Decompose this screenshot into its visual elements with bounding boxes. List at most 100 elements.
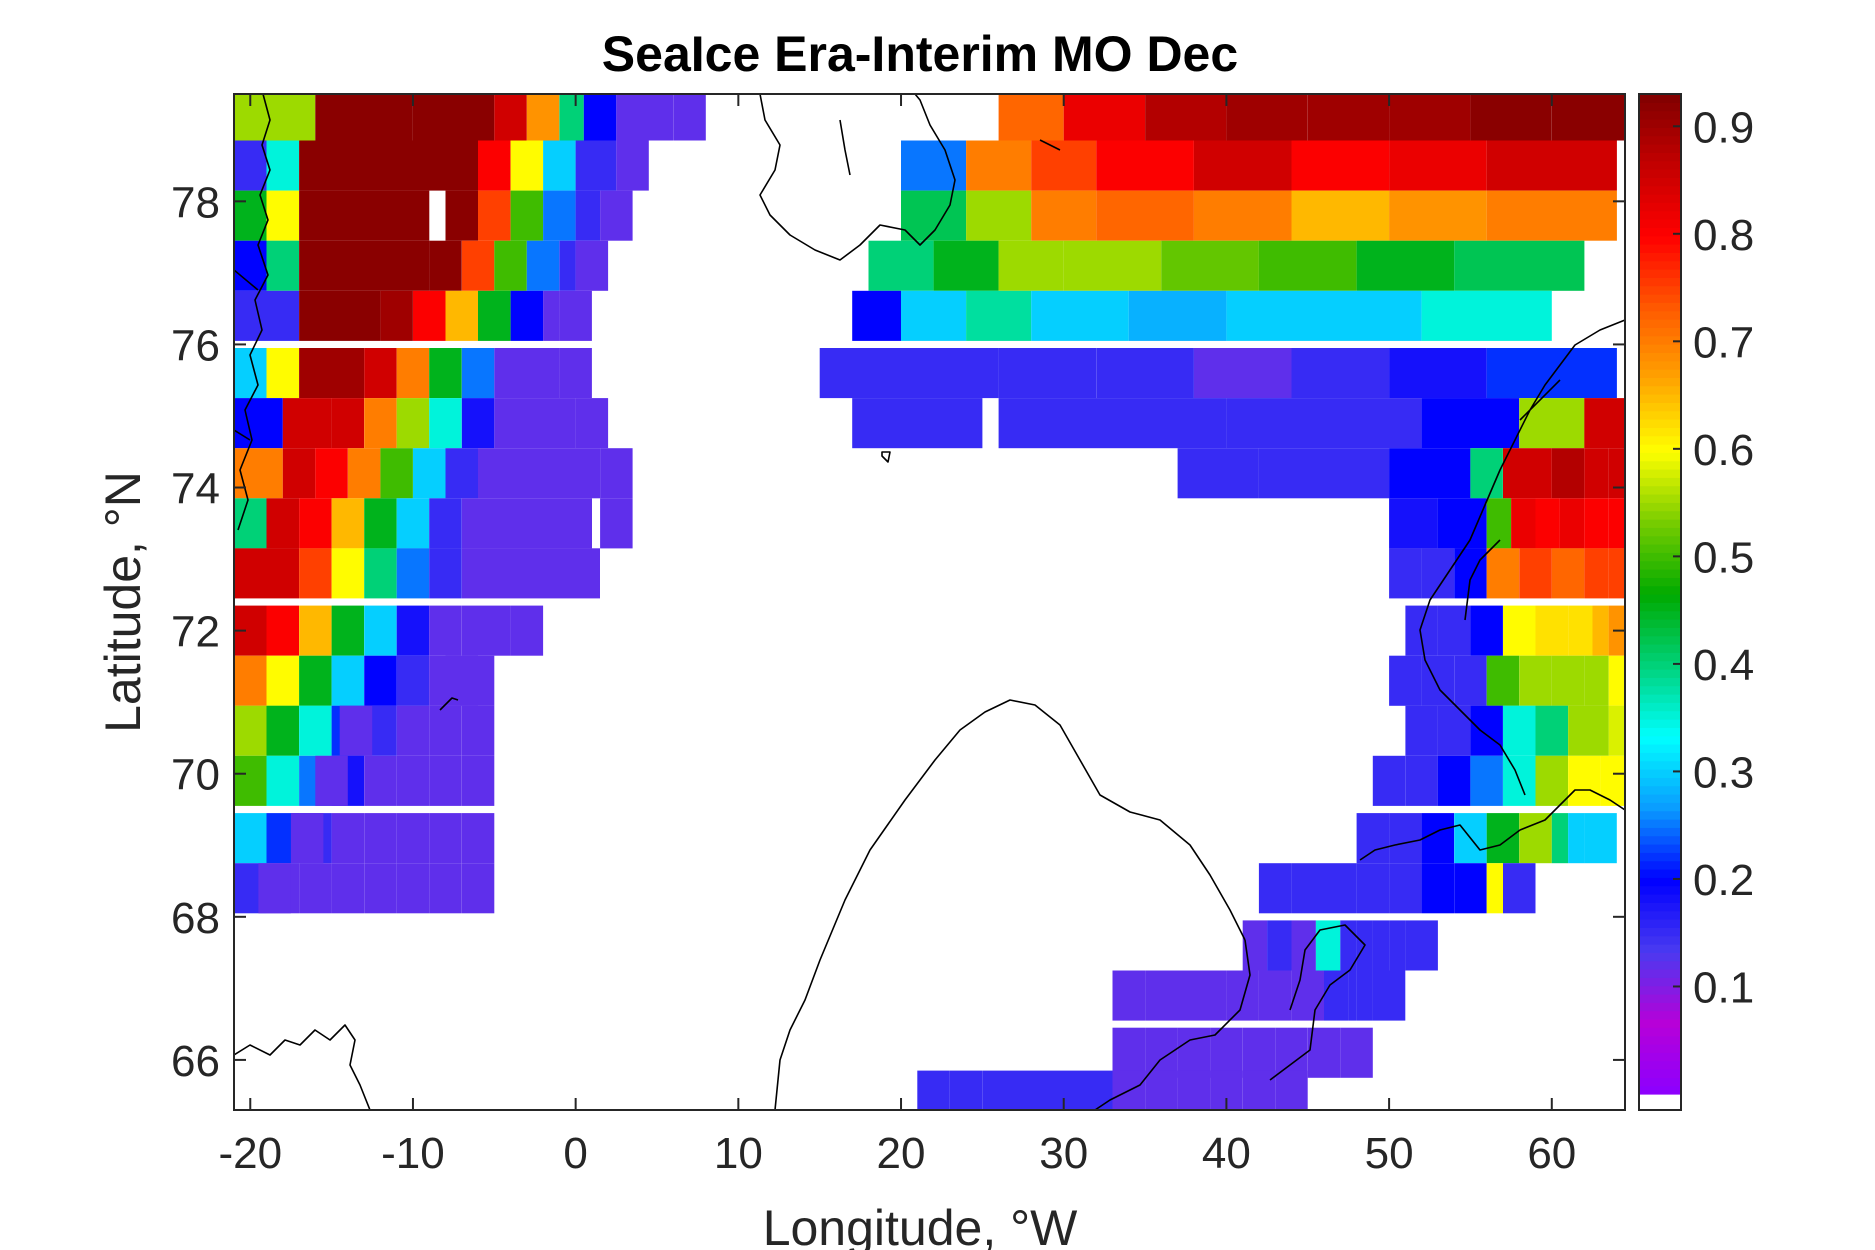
ice-cell-r24-c7	[1608, 498, 1625, 549]
colorbar-swatch	[1639, 802, 1681, 812]
colorbar-swatch	[1639, 652, 1681, 662]
colorbar-swatch	[1639, 494, 1681, 503]
y-tick-label: 68	[171, 894, 220, 943]
colorbar-swatch	[1639, 602, 1681, 612]
colorbar-swatch	[1639, 919, 1681, 928]
colorbar-swatch	[1639, 669, 1681, 678]
colorbar-swatch	[1639, 944, 1681, 953]
ice-cell-r12-c0	[234, 705, 267, 756]
colorbar-swatch	[1639, 294, 1681, 303]
ice-cell-r24-c4	[1535, 498, 1560, 549]
ice-cell-r6-c6	[461, 398, 495, 449]
ice-cell-r8-c4	[364, 498, 397, 549]
ice-cell-r0-c5	[559, 94, 584, 141]
colorbar-swatch	[1639, 402, 1681, 412]
ice-cell-r25-c5	[1551, 548, 1585, 599]
ice-cell-r2-c6	[543, 190, 576, 241]
coastline-novaya-zemlya	[1419, 319, 1625, 796]
ice-cell-r20-c6	[1324, 290, 1422, 341]
ice-cell-r6-c5	[429, 398, 462, 449]
colorbar-swatch	[1639, 285, 1681, 295]
ice-cell-r21-c7	[1486, 348, 1617, 399]
ice-cell-r18-c5	[1291, 190, 1390, 241]
y-axis-label: Latitude, °N	[95, 471, 151, 733]
ice-cell-r35-c2	[982, 1070, 1113, 1110]
ice-cell-r29-c5	[1535, 755, 1568, 806]
ice-cell-r13-c7	[461, 755, 495, 806]
colorbar-swatch	[1639, 435, 1681, 445]
colorbar-swatch	[1639, 160, 1681, 170]
x-tick-label: 20	[877, 1129, 926, 1178]
ice-cell-r7-c4	[380, 448, 413, 499]
colorbar-swatch	[1639, 660, 1681, 670]
colorbar-swatch	[1639, 819, 1681, 828]
ice-cell-r26-c2	[1470, 605, 1503, 656]
ice-cell-r34-c0	[1112, 1027, 1145, 1078]
colorbar-swatch	[1639, 1077, 1681, 1087]
colorbar-swatch	[1639, 277, 1681, 287]
ice-cell-r10-c1	[266, 605, 299, 656]
colorbar-swatch	[1639, 144, 1681, 153]
ice-cell-r8-c1	[266, 498, 299, 549]
ice-cell-r34-c4	[1242, 1027, 1276, 1078]
colorbar-swatch	[1639, 785, 1681, 795]
ice-cell-r34-c6	[1307, 1027, 1325, 1078]
ice-cell-r2-c2	[299, 190, 430, 241]
ice-cell-r31-c3	[1356, 863, 1390, 914]
ice-cell-r13-c5	[396, 755, 430, 806]
ice-cell-r31-c6	[1454, 863, 1487, 914]
ice-cell-r27-c0	[1389, 655, 1422, 706]
ice-cell-r6-c0	[234, 398, 283, 449]
ice-cell-r1-c6	[543, 140, 576, 191]
ice-cell-r35-c1	[949, 1070, 983, 1110]
ice-cell-r13-c4	[364, 755, 397, 806]
colorbar-swatch	[1639, 127, 1681, 137]
ice-cell-r3-c4	[461, 240, 495, 291]
y-tick-label: 70	[171, 751, 220, 800]
ice-cell-r35-c5	[1177, 1070, 1211, 1110]
colorbar-swatch	[1639, 444, 1681, 453]
colorbar-swatch	[1639, 1010, 1681, 1020]
ice-cell-r15-c7	[461, 863, 495, 914]
colorbar-swatch	[1639, 219, 1681, 228]
ice-cell-r29-c3	[1470, 755, 1503, 806]
ice-cell-r28-c1	[1437, 705, 1471, 756]
ice-cell-r5-c5	[429, 348, 462, 399]
ice-cell-r32-c0	[1242, 920, 1268, 971]
ice-cell-r10-c4	[364, 605, 397, 656]
ice-cell-r25-c6	[1584, 548, 1609, 599]
ice-cell-r8-c7	[461, 498, 592, 549]
colorbar-swatch	[1639, 527, 1681, 537]
ice-cell-r21-c3	[1096, 348, 1194, 399]
colorbar-swatch	[1639, 202, 1681, 212]
ice-cell-r5-c4	[396, 348, 430, 399]
ice-cell-r5-c2	[299, 348, 365, 399]
colorbar-swatch	[1639, 135, 1681, 145]
colorbar-swatch	[1639, 644, 1681, 653]
ice-cell-r1-c1	[266, 140, 299, 191]
ice-cell-r9-c4	[364, 548, 397, 599]
colorbar-swatch	[1639, 894, 1681, 903]
ice-cell-r17-c2	[1031, 140, 1097, 191]
ice-cell-r16-c1	[1063, 94, 1145, 141]
ice-cell-r31-c7	[1486, 863, 1503, 914]
colorbar-swatch	[1639, 252, 1681, 262]
colorbar-tick-label: 0.1	[1693, 963, 1754, 1012]
colorbar-swatch	[1639, 235, 1681, 245]
colorbar-swatch	[1639, 1035, 1681, 1045]
colorbar-swatch	[1639, 935, 1681, 945]
ice-cell-r26-c5	[1568, 605, 1593, 656]
ice-cell-r15-c8	[258, 863, 291, 914]
colorbar-swatch	[1639, 152, 1681, 162]
ice-cell-r23-c5	[1551, 448, 1585, 499]
ice-cell-r8-c6	[429, 498, 462, 549]
coastline-jan-mayen	[439, 697, 459, 711]
ice-cell-r0-c8	[673, 94, 706, 141]
ice-cell-r25-c3	[1486, 548, 1520, 599]
ice-cell-r2-c5	[510, 190, 544, 241]
colorbar: 0.1 0.2 0.3 0.4 0.5 0.6 0.7 0.8 0.9	[1638, 93, 1754, 1111]
colorbar-swatch	[1639, 110, 1681, 120]
colorbar-swatch	[1639, 735, 1681, 745]
ice-cell-r24-c6	[1584, 498, 1609, 549]
ice-cell-r7-c8	[600, 448, 633, 499]
